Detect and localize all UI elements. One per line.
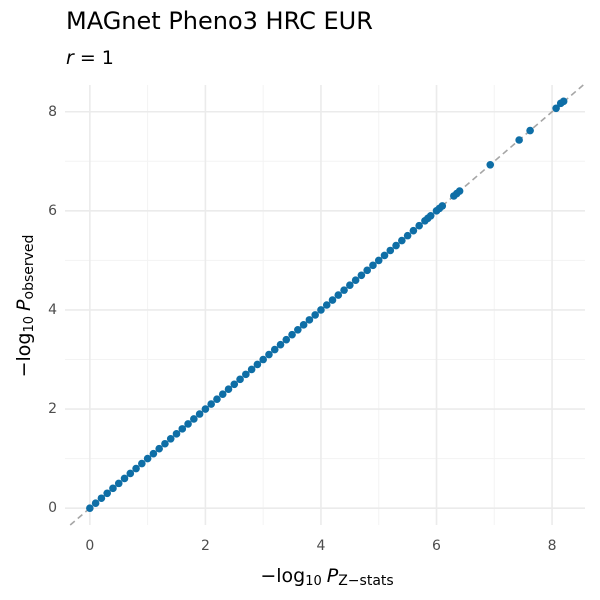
point: [224, 385, 233, 394]
point: [230, 380, 239, 389]
point: [218, 390, 227, 398]
point: [109, 484, 117, 493]
point: [552, 104, 560, 113]
point: [403, 231, 412, 240]
y-label-prefix: −log: [13, 333, 35, 378]
point: [195, 410, 204, 418]
y-tick-label: 0: [48, 500, 57, 516]
y-label-sub: observed: [21, 235, 37, 300]
point: [103, 489, 111, 498]
point: [178, 425, 187, 433]
y-tick-label: 6: [48, 203, 57, 219]
x-label-sub: Z−stats: [338, 573, 393, 589]
point: [91, 499, 100, 507]
x-label-base: 10: [305, 574, 322, 589]
point: [201, 405, 210, 413]
point: [438, 202, 447, 210]
point: [166, 434, 175, 443]
point: [559, 97, 568, 106]
point: [184, 420, 192, 428]
point: [213, 395, 221, 403]
y-label-var: P: [13, 299, 35, 311]
point: [369, 261, 377, 270]
point: [265, 350, 273, 359]
point: [374, 256, 383, 265]
point: [270, 345, 279, 354]
point: [328, 296, 337, 304]
point: [409, 226, 418, 235]
chart-subtitle: r = 1: [66, 47, 114, 69]
x-label-prefix: −log: [260, 565, 305, 587]
point: [172, 430, 181, 438]
x-axis-title: −log10 PZ−stats: [260, 565, 393, 590]
point: [253, 360, 262, 369]
subtitle-rest: = 1: [80, 47, 114, 69]
point: [526, 126, 534, 135]
x-tick-label: 6: [432, 538, 441, 554]
point: [426, 212, 435, 220]
point: [120, 474, 129, 483]
point: [351, 276, 360, 285]
point: [259, 355, 267, 364]
point: [486, 160, 495, 169]
point: [247, 365, 256, 374]
x-tick-label: 0: [85, 538, 94, 554]
point: [155, 444, 163, 453]
point: [294, 325, 302, 334]
point: [346, 281, 354, 289]
point: [236, 375, 244, 384]
point: [299, 321, 308, 329]
point: [515, 136, 523, 144]
point: [207, 400, 215, 408]
point: [322, 301, 331, 309]
point: [380, 251, 389, 260]
point: [126, 469, 135, 478]
point: [398, 236, 406, 245]
point: [282, 335, 291, 344]
point: [149, 449, 158, 458]
point: [305, 316, 314, 324]
point: [317, 306, 325, 314]
chart-title: MAGnet Pheno3 HRC EUR: [66, 7, 373, 35]
y-label-base: 10: [22, 316, 37, 333]
point: [86, 504, 94, 512]
point: [455, 187, 464, 195]
subtitle-var: r: [66, 47, 75, 69]
x-tick-label: 4: [316, 538, 325, 554]
point: [190, 415, 198, 423]
point: [138, 459, 146, 468]
point: [132, 464, 140, 473]
point: [143, 454, 152, 463]
point: [363, 266, 371, 275]
point: [114, 479, 123, 488]
y-tick-label: 2: [48, 401, 57, 417]
point: [392, 241, 400, 250]
point: [288, 330, 296, 339]
point: [340, 286, 348, 294]
point: [415, 221, 423, 230]
point: [334, 291, 343, 299]
point: [357, 271, 366, 280]
point: [386, 246, 395, 255]
y-axis-title: −log10 Pobserved: [13, 235, 38, 378]
point: [276, 340, 285, 349]
y-tick-label: 8: [48, 104, 57, 120]
x-tick-label: 2: [201, 538, 210, 554]
y-tick-label: 4: [48, 302, 57, 318]
point: [97, 494, 106, 503]
x-tick-label: 8: [548, 538, 557, 554]
point: [311, 311, 319, 319]
x-label-var: P: [327, 565, 339, 587]
point: [242, 370, 250, 379]
point: [161, 439, 169, 448]
